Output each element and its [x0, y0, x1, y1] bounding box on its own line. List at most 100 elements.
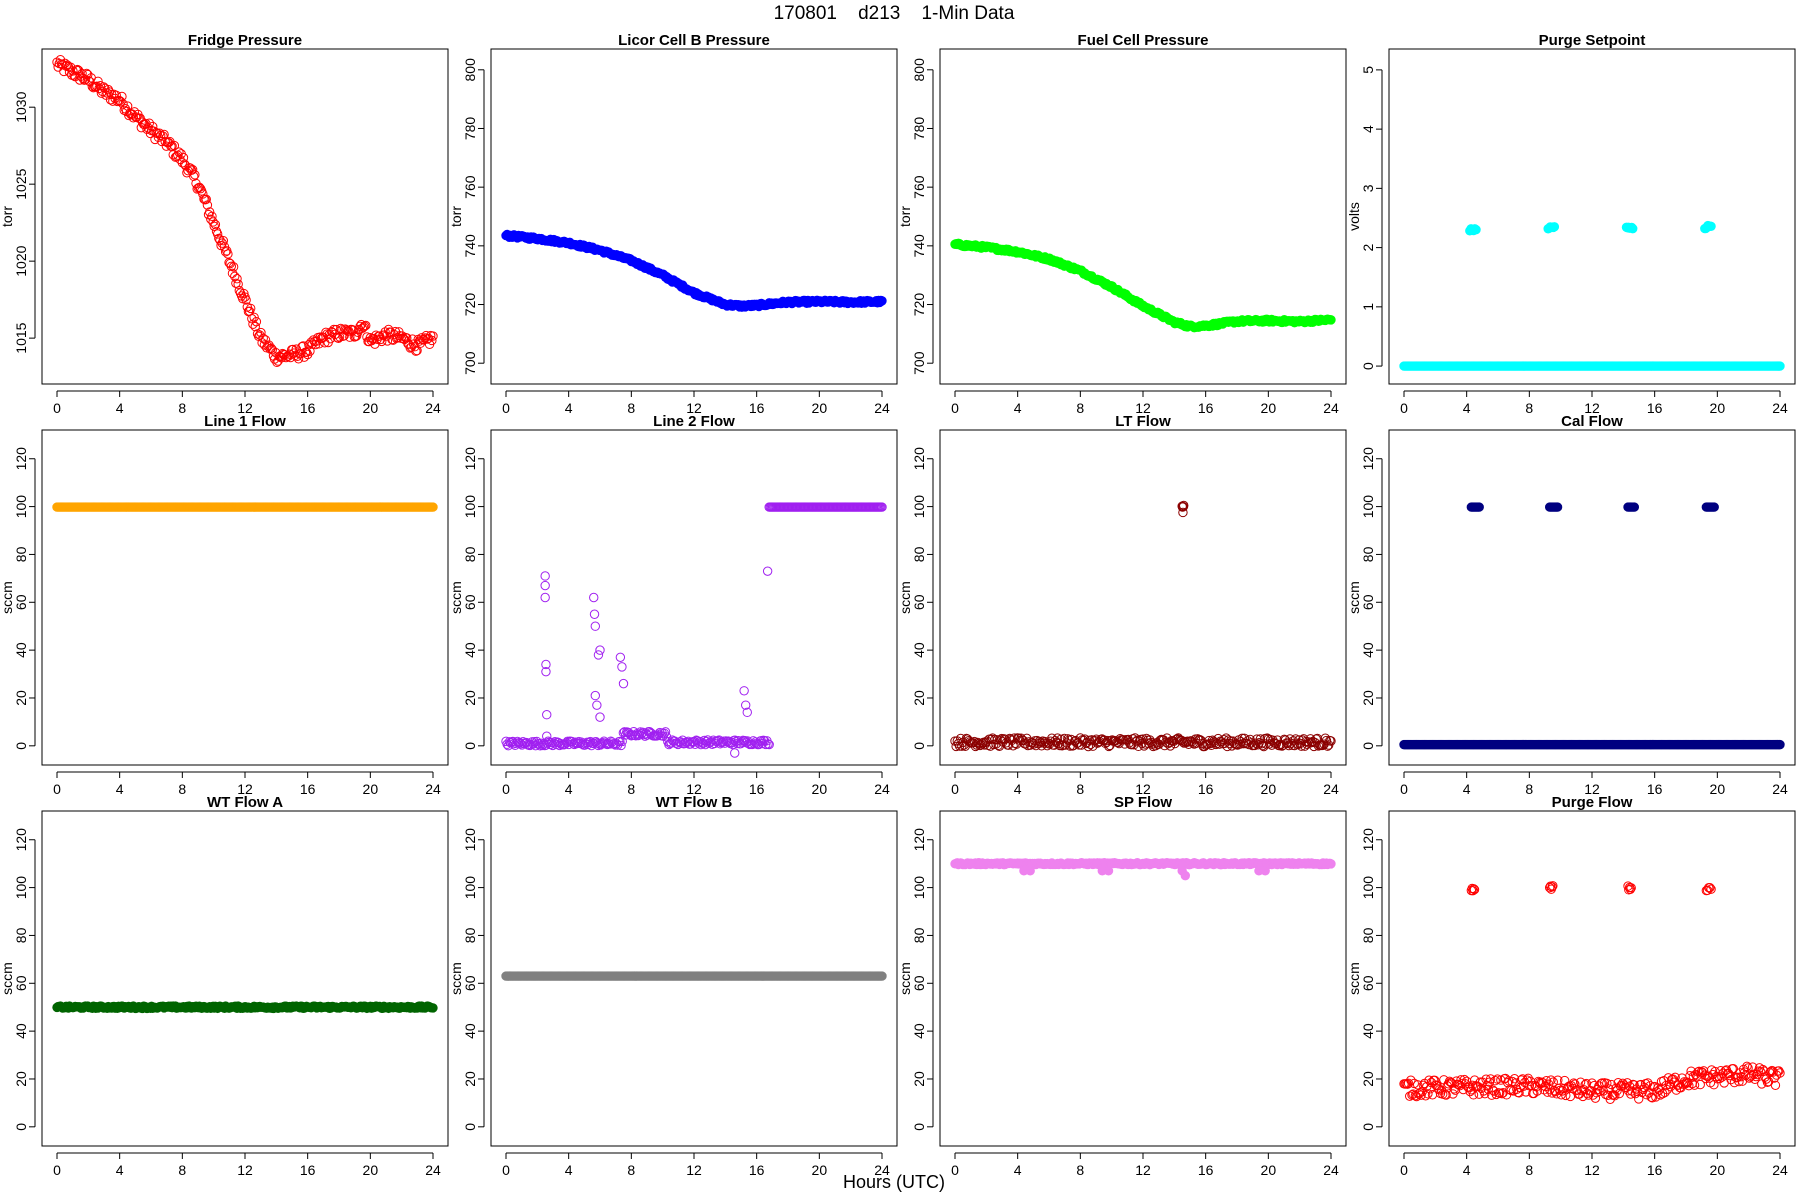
y-tick-label: 20	[462, 690, 478, 706]
data-point	[267, 344, 278, 355]
y-tick-label: 120	[911, 447, 927, 471]
x-tick-label: 0	[951, 781, 959, 797]
x-tick-label: 16	[300, 1162, 316, 1178]
panel-title: Purge Flow	[1552, 794, 1633, 811]
data-point	[169, 140, 180, 151]
data-point	[877, 296, 887, 306]
data-point	[116, 97, 126, 107]
data-point	[1775, 361, 1785, 371]
y-tick-label: 60	[13, 975, 29, 991]
data-point	[348, 325, 358, 335]
data-point	[333, 333, 344, 344]
y-tick-label: 780	[462, 117, 478, 141]
y-tick-label: 60	[462, 594, 478, 610]
y-tick-label: 20	[1360, 1071, 1376, 1087]
y-tick-label: 100	[911, 495, 927, 519]
x-tick-label: 0	[502, 400, 510, 416]
data-point	[428, 331, 438, 341]
x-tick-label: 0	[951, 400, 959, 416]
y-tick-label: 3	[1360, 184, 1376, 192]
data-point	[377, 336, 387, 347]
y-tick-label: 60	[462, 975, 478, 991]
x-tick-label: 8	[1525, 400, 1533, 416]
data-point	[129, 107, 140, 117]
y-tick-label: 740	[462, 234, 478, 258]
data-series	[1621, 222, 1638, 234]
data-point	[428, 1003, 438, 1013]
data-point	[117, 91, 127, 102]
y-tick-label: 720	[911, 293, 927, 317]
y-tick-label: 1	[1360, 303, 1376, 311]
data-point	[387, 334, 397, 345]
x-tick-label: 24	[1772, 1162, 1788, 1178]
data-point	[210, 219, 221, 230]
y-tick-label: 80	[911, 927, 927, 943]
data-point	[1025, 866, 1035, 876]
y-tick-label: 60	[911, 594, 927, 610]
data-point	[1709, 502, 1719, 512]
data-point	[1326, 315, 1336, 325]
x-tick-label: 20	[1710, 1162, 1726, 1178]
data-point	[68, 66, 78, 76]
x-tick-label: 8	[178, 781, 186, 797]
x-tick-label: 16	[1198, 400, 1214, 416]
data-point	[230, 271, 240, 282]
panel-title: Purge Setpoint	[1539, 32, 1646, 49]
panel: Licor Cell B Pressure torr 0 4 8 12 16 20 24 700 7…	[448, 32, 898, 416]
plot-frame	[490, 48, 898, 385]
data-point	[218, 235, 229, 246]
data-series	[764, 502, 887, 512]
panel-title: LT Flow	[1115, 413, 1171, 430]
x-tick-label: 16	[1198, 1162, 1214, 1178]
y-tick-label: 120	[13, 828, 29, 852]
data-point	[171, 151, 182, 162]
data-point	[302, 349, 313, 360]
x-tick-label: 24	[874, 781, 890, 797]
data-point	[208, 217, 218, 227]
data-point	[212, 229, 223, 239]
x-tick-label: 12	[237, 400, 253, 416]
data-point	[355, 321, 365, 332]
data-series	[1623, 502, 1640, 512]
data-point	[273, 356, 283, 366]
data-point	[307, 339, 317, 349]
data-point	[232, 274, 242, 284]
y-tick-label: 80	[1360, 546, 1376, 562]
data-point	[228, 262, 239, 272]
x-tick-label: 16	[1647, 400, 1663, 416]
data-point	[1180, 870, 1191, 881]
data-series	[1399, 361, 1785, 371]
y-tick-label: 20	[13, 690, 29, 706]
plot-frame	[1388, 48, 1796, 385]
data-point	[422, 334, 433, 344]
panel-title: Licor Cell B Pressure	[618, 32, 770, 49]
data-series	[52, 1001, 438, 1014]
data-point	[1629, 502, 1640, 512]
x-tick-label: 24	[1772, 781, 1788, 797]
data-point	[233, 279, 243, 289]
y-tick-label: 0	[911, 1123, 927, 1131]
x-tick-label: 24	[425, 1162, 441, 1178]
y-tick-label: 40	[911, 642, 927, 658]
y-tick-label: 40	[13, 642, 29, 658]
data-point	[251, 316, 262, 327]
data-point	[185, 163, 196, 173]
x-tick-label: 16	[1198, 781, 1214, 797]
x-tick-label: 0	[502, 1162, 510, 1178]
y-axis-label: torr	[448, 206, 464, 227]
y-tick-label: 60	[911, 975, 927, 991]
data-point	[1706, 221, 1716, 231]
data-point	[428, 502, 438, 512]
y-tick-label: 1015	[13, 322, 29, 353]
data-point	[1260, 866, 1270, 876]
data-point	[370, 339, 380, 349]
x-tick-label: 24	[1323, 781, 1339, 797]
x-tick-label: 4	[565, 400, 573, 416]
y-tick-label: 0	[13, 742, 29, 750]
data-point	[177, 158, 188, 168]
data-point	[83, 69, 93, 80]
y-tick-label: 5	[1360, 66, 1376, 74]
x-tick-label: 20	[1710, 781, 1726, 797]
y-tick-label: 720	[462, 293, 478, 317]
x-tick-label: 20	[1261, 781, 1277, 797]
